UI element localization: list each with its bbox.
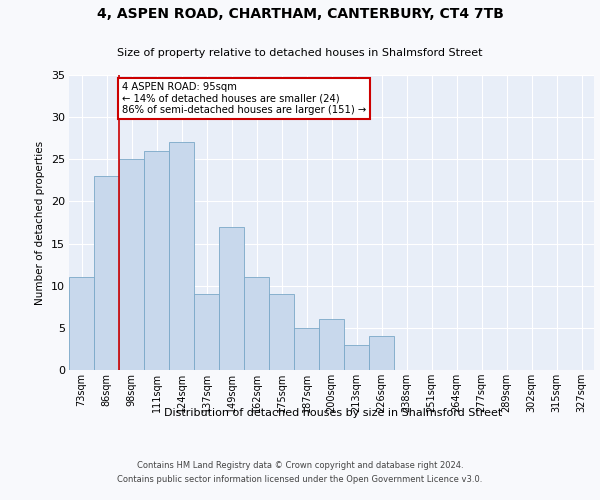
Y-axis label: Number of detached properties: Number of detached properties <box>35 140 45 304</box>
Bar <box>169 142 194 370</box>
Text: Contains HM Land Registry data © Crown copyright and database right 2024.: Contains HM Land Registry data © Crown c… <box>137 460 463 469</box>
Bar <box>244 278 269 370</box>
Bar <box>269 294 294 370</box>
Bar <box>144 151 169 370</box>
Bar <box>319 320 344 370</box>
Bar <box>119 160 144 370</box>
Bar <box>344 344 369 370</box>
Bar <box>94 176 119 370</box>
Bar <box>369 336 394 370</box>
Bar <box>194 294 219 370</box>
Bar <box>219 226 244 370</box>
Text: Size of property relative to detached houses in Shalmsford Street: Size of property relative to detached ho… <box>117 48 483 58</box>
Text: 4, ASPEN ROAD, CHARTHAM, CANTERBURY, CT4 7TB: 4, ASPEN ROAD, CHARTHAM, CANTERBURY, CT4… <box>97 7 503 21</box>
Bar <box>69 278 94 370</box>
Text: Contains public sector information licensed under the Open Government Licence v3: Contains public sector information licen… <box>118 476 482 484</box>
Text: 4 ASPEN ROAD: 95sqm
← 14% of detached houses are smaller (24)
86% of semi-detach: 4 ASPEN ROAD: 95sqm ← 14% of detached ho… <box>121 82 366 115</box>
Bar <box>294 328 319 370</box>
Text: Distribution of detached houses by size in Shalmsford Street: Distribution of detached houses by size … <box>164 408 502 418</box>
